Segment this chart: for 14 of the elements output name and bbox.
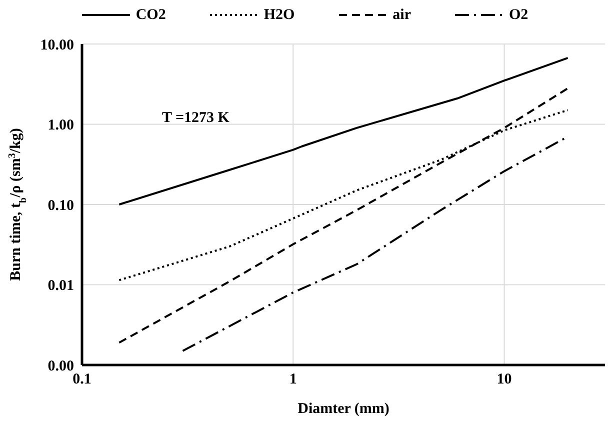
x-tick-label: 1: [289, 372, 297, 388]
legend-label: CO2: [136, 6, 166, 24]
y-tick-label: 10.00: [40, 37, 74, 54]
y-tick-label: 0.10: [48, 198, 74, 214]
x-tick-label: 10: [496, 372, 512, 388]
y-tick-label: 0.00: [48, 358, 74, 374]
annotation: T =1273 K: [162, 110, 230, 127]
legend-label: H2O: [264, 6, 295, 24]
y-tick-label: 0.01: [48, 278, 74, 294]
legend-label: O2: [509, 6, 528, 24]
legend-label: air: [392, 6, 411, 24]
x-tick-label: 0.1: [72, 372, 92, 388]
y-tick-label: 1.00: [48, 118, 74, 134]
x-axis-title: Diamter (mm): [298, 401, 390, 417]
